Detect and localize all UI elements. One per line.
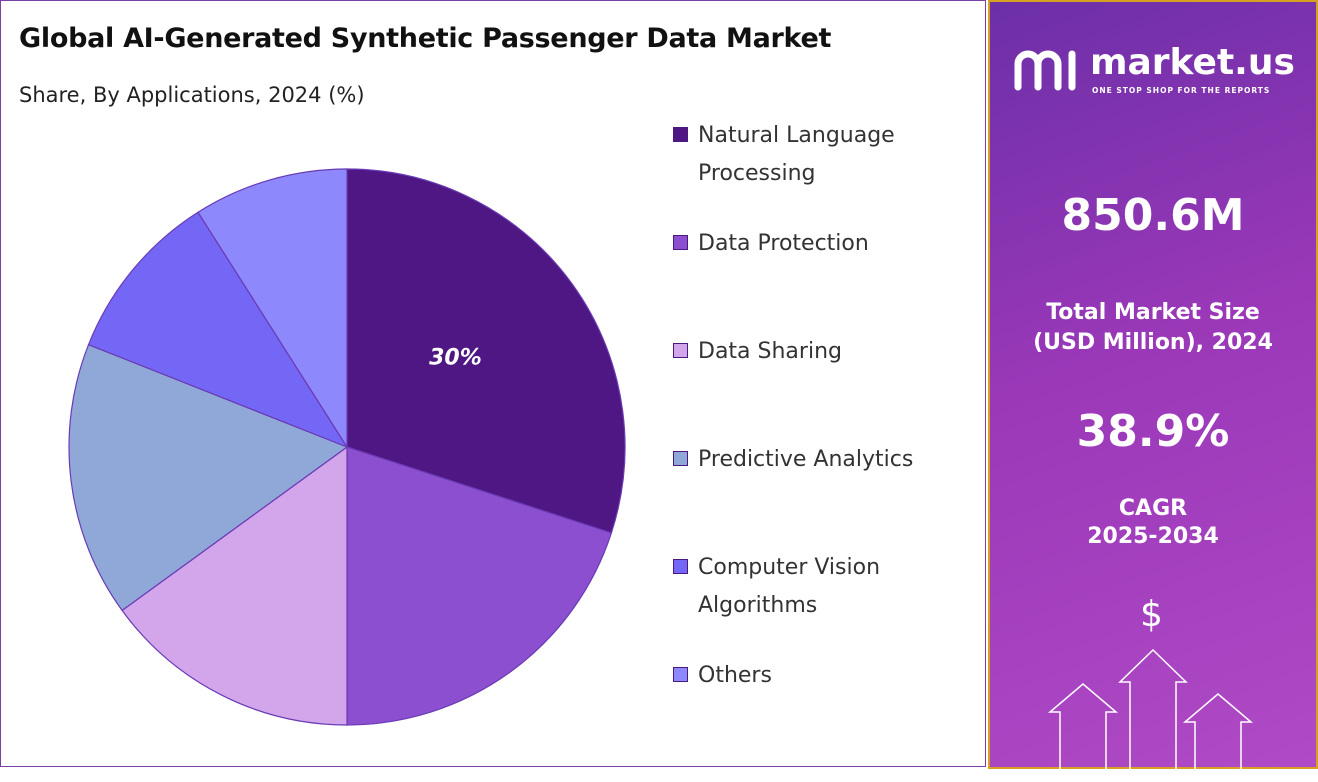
market-size-label-2: (USD Million), 2024 [1033,330,1273,355]
cagr-period: 2025-2034 [1087,524,1219,549]
legend-item: Data Protection [673,225,973,263]
legend-label: Data Protection [698,231,869,256]
legend-swatch [673,667,688,682]
legend-item: Data Sharing [673,333,973,371]
pie-slice-1 [346,446,613,726]
cagr-value: 38.9% [1076,406,1230,457]
pie-slice-5 [197,168,348,450]
chart-title: Global AI-Generated Synthetic Passenger … [19,23,832,54]
legend-label: Data Sharing [698,339,842,364]
legend-swatch [673,127,688,142]
legend-item: Natural Language Processing [673,117,973,193]
pie-slice-4 [87,211,349,449]
legend-label: Others [698,663,772,688]
market-us-logo-icon [1014,50,1076,91]
legend-swatch [673,451,688,466]
legend-swatch [673,343,688,358]
data-label: 30% [429,345,482,370]
chart-panel: Global AI-Generated Synthetic Passenger … [0,0,986,767]
legend-label: Computer Vision Algorithms [698,555,881,618]
dollar-icon: $ [1140,594,1163,635]
legend-label: Natural Language Processing [698,123,895,186]
brand-name: market.us [1090,42,1295,83]
growth-arrows-icon [1047,648,1254,772]
chart-subtitle: Share, By Applications, 2024 (%) [19,83,365,107]
market-size-label-1: Total Market Size [1046,300,1260,325]
legend-item: Others [673,657,973,695]
legend-label: Predictive Analytics [698,447,914,472]
pie-slice-2 [121,445,348,726]
legend-swatch [673,235,688,250]
legend-item: Predictive Analytics [673,441,973,479]
legend-swatch [673,559,688,574]
cagr-label: CAGR [1118,496,1188,521]
summary-panel: market.us ONE STOP SHOP FOR THE REPORTS … [988,0,1318,772]
legend-item: Computer Vision Algorithms [673,549,973,625]
brand-tagline: ONE STOP SHOP FOR THE REPORTS [1092,86,1271,95]
pie-slice-3 [68,343,349,612]
pie-slice-0 [346,168,626,534]
pie-chart: 30% [68,168,626,726]
market-size-value: 850.6M [1061,190,1245,241]
